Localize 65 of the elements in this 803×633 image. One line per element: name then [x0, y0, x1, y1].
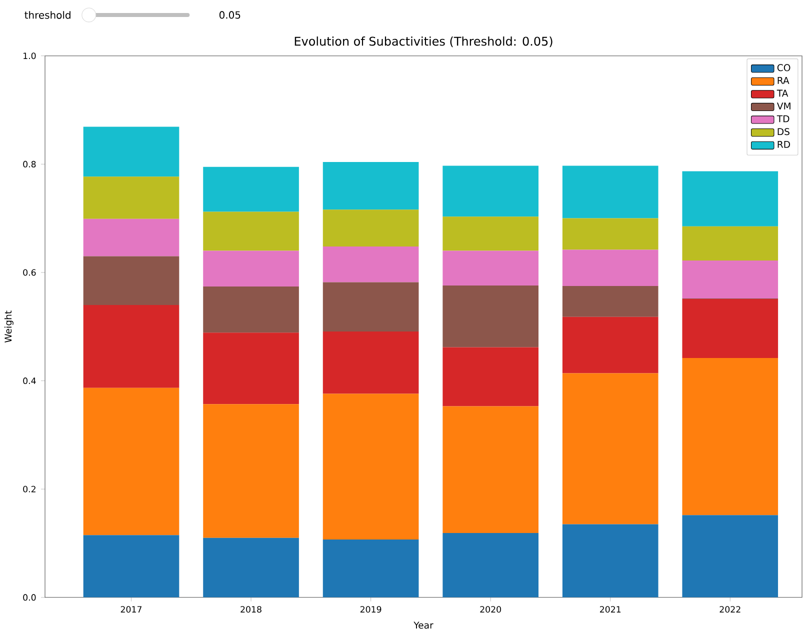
bar: [83, 535, 180, 598]
bar: [562, 373, 658, 524]
y-tick-label: 1.0: [24, 52, 36, 60]
legend-label: DS: [778, 128, 790, 136]
x-axis-title: Year: [414, 622, 434, 629]
bar: [562, 286, 658, 317]
chart-title: Evolution of Subactivities (Threshold: 0.05): [294, 36, 552, 48]
bar: [322, 282, 419, 332]
bar: [83, 176, 180, 219]
bar: [562, 166, 658, 218]
bar: [682, 260, 778, 298]
legend-label: VM: [776, 102, 790, 110]
bar: [562, 524, 658, 598]
bar: [442, 406, 538, 533]
bar: [682, 226, 778, 261]
bar: [442, 285, 538, 348]
bar: [83, 218, 180, 256]
x-tick-label: 2021: [600, 606, 621, 613]
x-tick-label: 2019: [360, 606, 382, 613]
bar: [682, 171, 778, 226]
y-tick-label: 0.4: [23, 377, 36, 384]
bar: [442, 532, 538, 598]
bar: [682, 515, 778, 598]
bar: [562, 250, 658, 286]
x-tick-label: 2022: [720, 606, 740, 613]
bar: [203, 286, 299, 333]
bar: [442, 347, 538, 406]
text: 0.05: [219, 11, 240, 19]
bar: [322, 539, 419, 598]
x-tick-label: 2020: [480, 606, 501, 613]
bar: [203, 250, 299, 286]
legend-label: TA: [776, 90, 788, 97]
y-tick-label: 0.2: [23, 486, 36, 492]
bar: [322, 210, 419, 246]
bar: [322, 394, 419, 540]
legend-label: TD: [776, 115, 790, 122]
x-tick-label: 2017: [120, 606, 142, 613]
bar: [203, 332, 299, 404]
bar: [322, 331, 419, 394]
bar: [682, 298, 778, 358]
bar: [442, 216, 538, 251]
bar: [322, 246, 419, 282]
bar: [562, 218, 658, 250]
bar: [562, 316, 658, 374]
bar: [682, 358, 778, 516]
bar: [83, 126, 180, 177]
legend-label: RA: [778, 76, 790, 84]
bar: [83, 256, 180, 305]
bar: [83, 388, 180, 536]
y-tick-label: 0.0: [23, 594, 36, 601]
bar: [203, 212, 299, 251]
x-tick-label: 2018: [240, 606, 262, 613]
y-axis-title: Weight: [4, 310, 14, 342]
bar: [442, 250, 538, 286]
bar: [83, 304, 180, 388]
bar: [322, 162, 419, 210]
text: threshold: [24, 11, 70, 19]
y-tick-label: 0.8: [23, 160, 36, 168]
legend-label: CO: [777, 64, 790, 72]
y-tick-label: 0.6: [23, 269, 36, 276]
bar: [442, 166, 538, 217]
legend-label: RD: [778, 140, 790, 148]
bar: [203, 166, 299, 212]
bar: [203, 404, 299, 538]
bar: [203, 538, 299, 598]
